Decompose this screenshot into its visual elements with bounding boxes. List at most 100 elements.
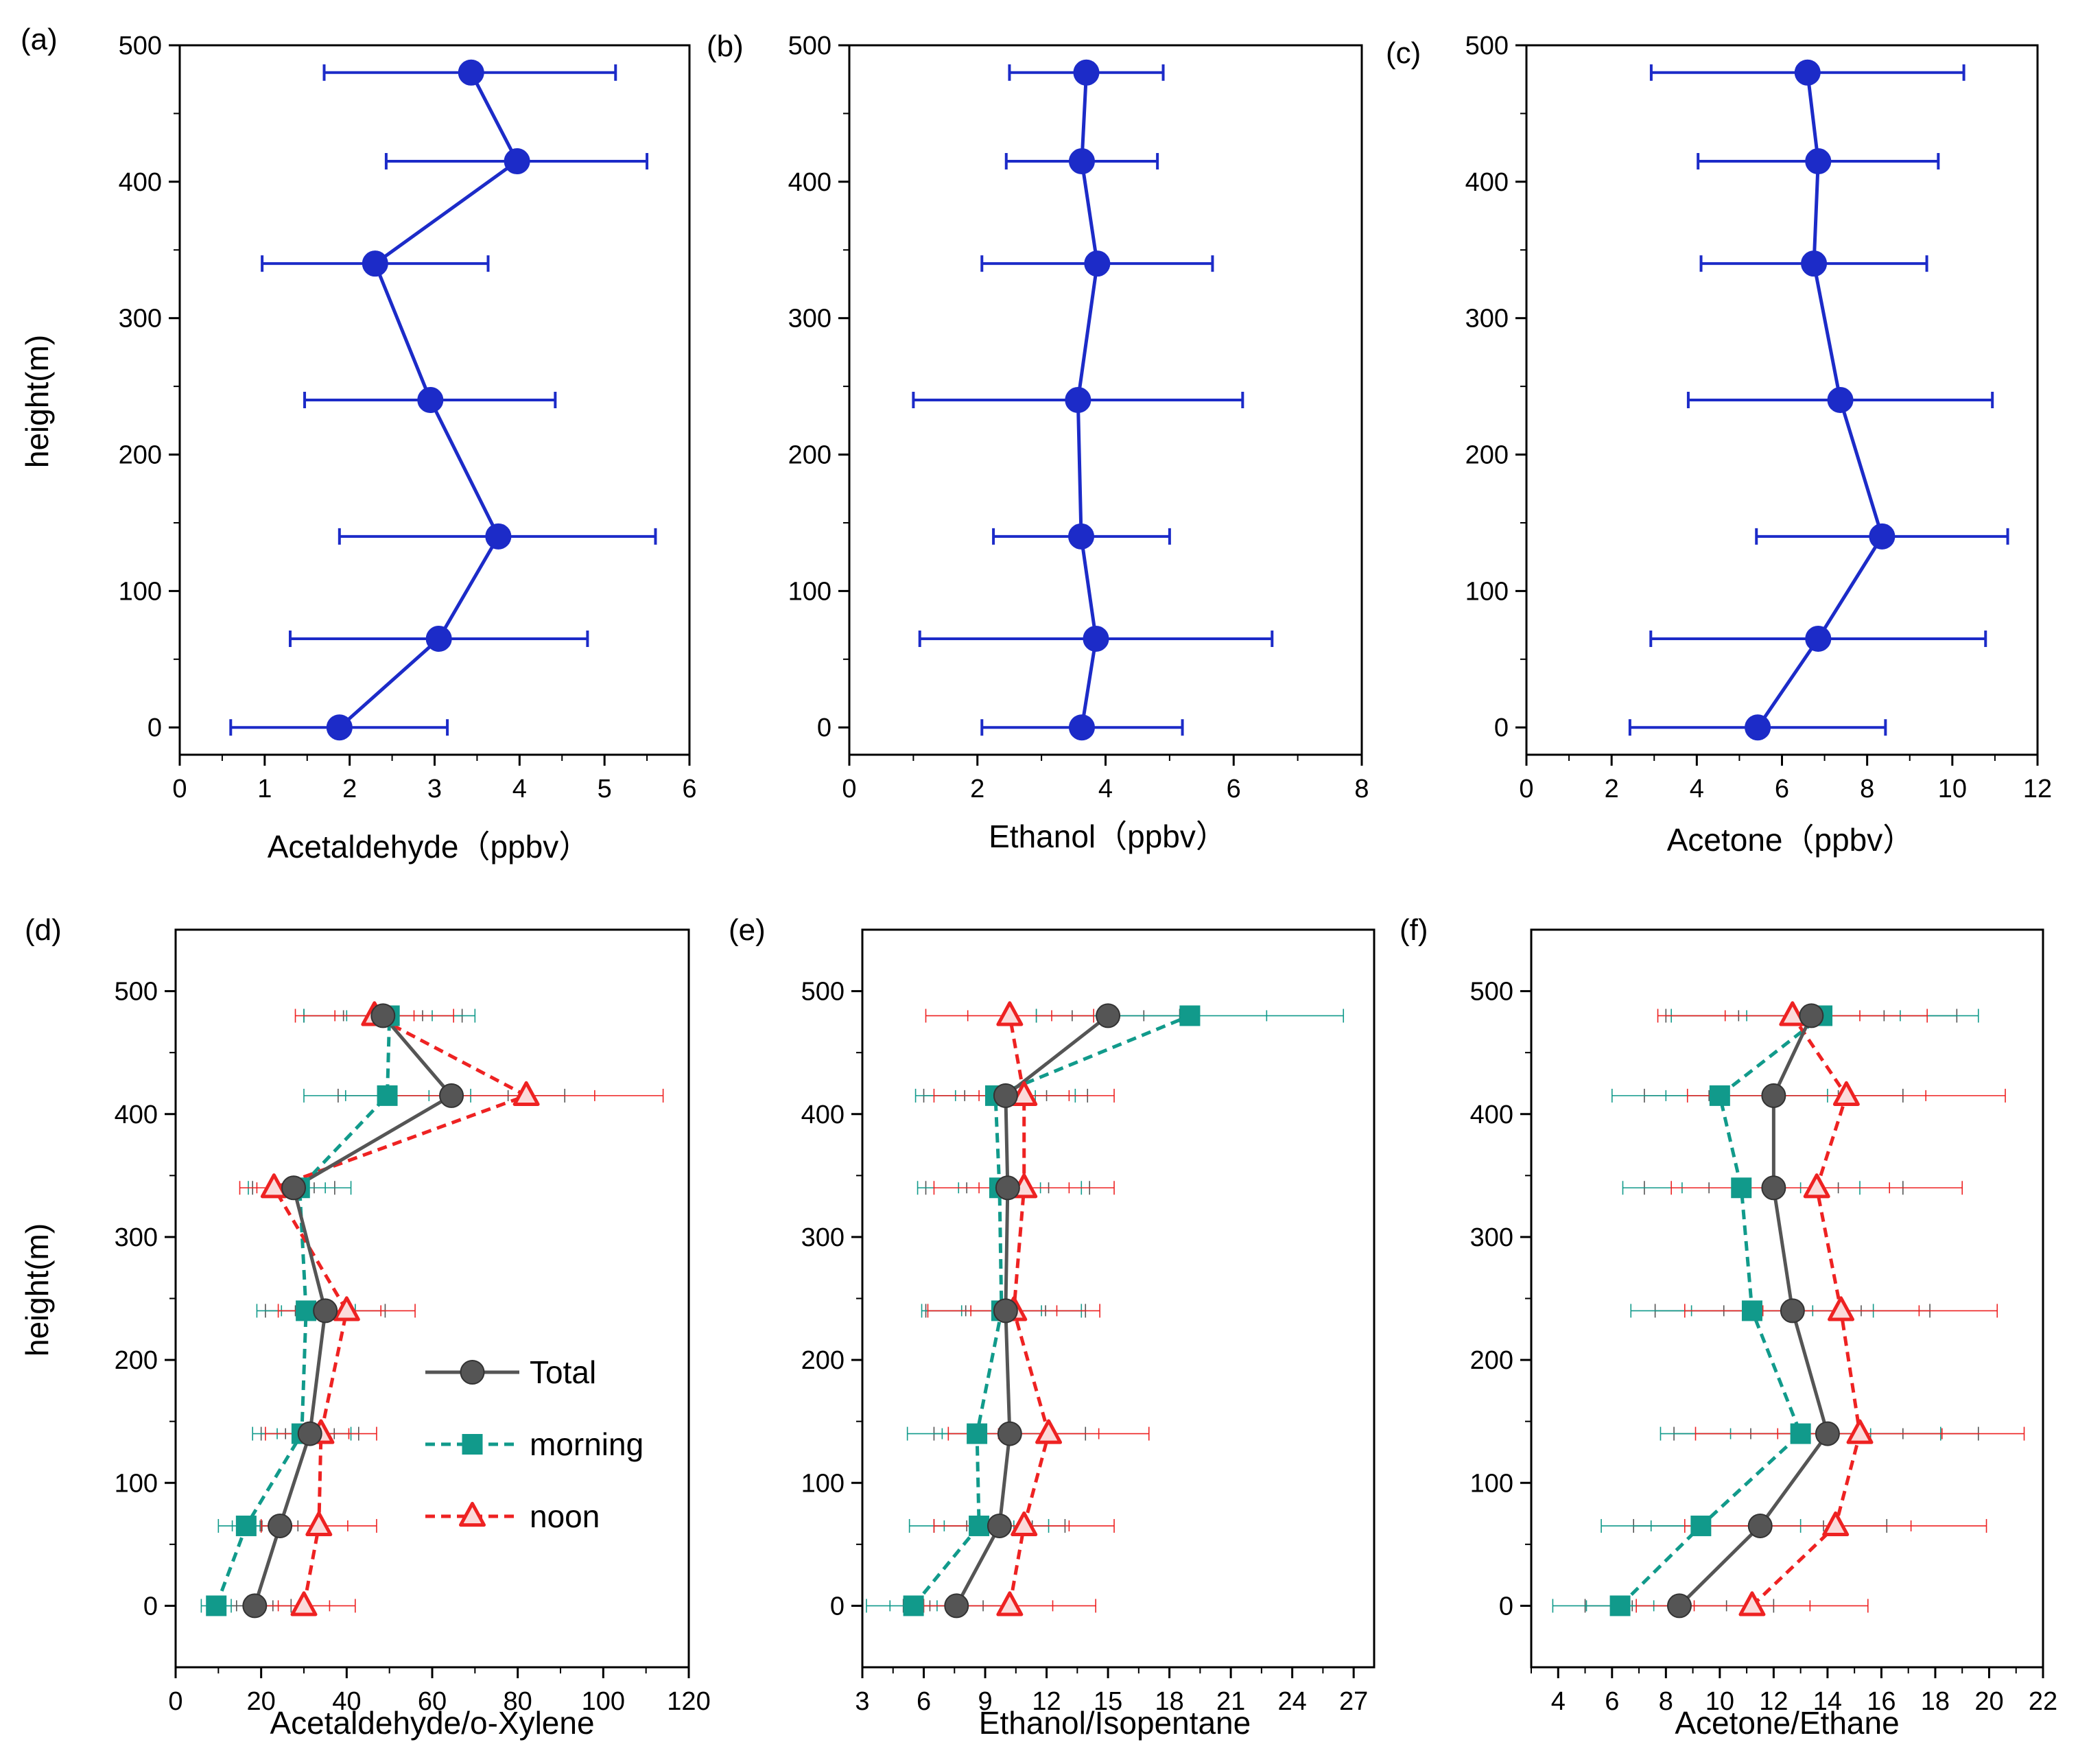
x-axis-title: Acetone/Ethane <box>1675 1705 1899 1741</box>
marker-noon <box>1832 1081 1860 1106</box>
y-tick-label: 500 <box>788 32 831 60</box>
x-tick-label: 5 <box>598 775 612 803</box>
legend-label-Total: Total <box>530 1354 596 1390</box>
marker-total <box>1096 1003 1121 1028</box>
panel-label: (c) <box>1386 36 1421 70</box>
marker-total <box>1068 714 1095 741</box>
marker-total <box>326 714 353 741</box>
marker-morning <box>1790 1423 1811 1444</box>
marker-total <box>1815 1421 1840 1446</box>
x-tick-label: 18 <box>1155 1687 1183 1716</box>
y-axis-title: height(m) <box>19 335 55 468</box>
panel-label: (d) <box>25 913 62 947</box>
y-tick-label: 400 <box>801 1101 845 1129</box>
x-tick-label: 1 <box>257 775 272 803</box>
legend: Total morning noon <box>425 1354 644 1534</box>
marker-total <box>297 1421 322 1446</box>
y-tick-label: 0 <box>817 714 831 742</box>
x-tick-label: 8 <box>1860 775 1874 803</box>
marker-total <box>242 1593 268 1619</box>
marker-total <box>425 625 452 652</box>
x-tick-label: 60 <box>418 1687 447 1716</box>
marker-total <box>1805 625 1832 652</box>
y-tick-label: 100 <box>115 1469 158 1498</box>
x-tick-label: 3 <box>855 1687 869 1716</box>
x-tick-label: 3 <box>427 775 442 803</box>
marker-morning <box>1179 1005 1201 1026</box>
y-tick-label: 200 <box>1470 1346 1513 1375</box>
legend-marker-noon <box>459 1501 486 1527</box>
marker-total <box>987 1513 1012 1538</box>
y-tick-label: 0 <box>1499 1592 1513 1621</box>
marker-total <box>995 1175 1020 1201</box>
x-tick-label: 22 <box>2029 1687 2057 1716</box>
axes-frame <box>1530 928 2044 1669</box>
x-tick-label: 0 <box>168 1687 182 1716</box>
marker-noon <box>1846 1419 1874 1444</box>
x-tick-label: 6 <box>1775 775 1789 803</box>
marker-total <box>1065 387 1091 413</box>
marker-total <box>1801 250 1828 277</box>
y-axis-title: height(m) <box>19 1223 55 1356</box>
y-tick-label: 0 <box>143 1592 158 1621</box>
marker-noon <box>1822 1511 1850 1537</box>
marker-total <box>1745 714 1771 741</box>
panel-c: 0 2 4 6 8 10 12 0 100 200 300 400 500 (c) Acetone（ppbv… <box>1386 32 2052 858</box>
y-tick-label: 300 <box>1470 1223 1513 1252</box>
panel-label: (f) <box>1400 913 1428 947</box>
panel-label: (b) <box>707 30 744 63</box>
x-tick-label: 21 <box>1216 1687 1245 1716</box>
marker-morning <box>1731 1177 1752 1199</box>
marker-total <box>281 1175 307 1201</box>
marker-noon <box>1011 1081 1038 1106</box>
y-tick-label: 300 <box>1465 305 1509 333</box>
x-tick-label: 6 <box>1227 775 1241 803</box>
y-tick-label: 200 <box>119 441 162 470</box>
y-tick-label: 100 <box>119 577 162 606</box>
x-tick-label: 20 <box>247 1687 276 1716</box>
marker-total <box>439 1083 464 1108</box>
y-tick-label: 500 <box>1465 32 1509 60</box>
y-tick-label: 400 <box>119 168 162 197</box>
x-tick-label: 4 <box>512 775 527 803</box>
x-tick-label: 24 <box>1277 1687 1306 1716</box>
marker-morning <box>1690 1515 1712 1536</box>
marker-total <box>993 1083 1018 1108</box>
legend-label-noon: noon <box>530 1498 600 1534</box>
x-axis-title: Acetaldehyde/o-Xylene <box>270 1705 594 1741</box>
marker-total <box>313 1298 338 1324</box>
legend-label-morning: morning <box>530 1426 644 1462</box>
marker-noon <box>1035 1419 1063 1444</box>
marker-noon <box>512 1081 540 1106</box>
x-tick-label: 100 <box>582 1687 625 1716</box>
marker-noon <box>260 1173 287 1199</box>
marker-total <box>362 250 388 277</box>
x-axis-title: Ethanol（ppbv） <box>989 819 1227 854</box>
marker-total <box>370 1003 396 1028</box>
y-tick-label: 300 <box>788 305 831 333</box>
legend-marker-Total <box>460 1360 485 1385</box>
x-tick-label: 4 <box>1551 1687 1566 1716</box>
y-tick-label: 200 <box>788 441 831 470</box>
x-tick-label: 14 <box>1813 1687 1842 1716</box>
y-tick-label: 500 <box>119 32 162 60</box>
y-tick-label: 400 <box>788 168 831 197</box>
marker-total <box>485 523 512 550</box>
x-tick-label: 9 <box>978 1687 992 1716</box>
x-tick-label: 6 <box>917 1687 931 1716</box>
marker-total <box>268 1513 293 1538</box>
marker-noon <box>996 1001 1024 1026</box>
y-tick-label: 0 <box>1494 714 1509 742</box>
marker-total <box>417 387 444 413</box>
x-tick-label: 12 <box>1032 1687 1061 1716</box>
marker-noon <box>290 1591 318 1616</box>
panel-a: 0 1 2 3 4 5 6 0 100 200 300 400 500 (a) Acetaldehyde（p… <box>19 23 697 865</box>
y-tick-label: 500 <box>1470 978 1513 1007</box>
marker-total <box>458 59 484 86</box>
marker-morning <box>1741 1300 1762 1321</box>
panel-label: (a) <box>21 23 58 56</box>
y-tick-label: 0 <box>147 714 162 742</box>
x-tick-label: 16 <box>1867 1687 1896 1716</box>
x-tick-label: 15 <box>1094 1687 1122 1716</box>
